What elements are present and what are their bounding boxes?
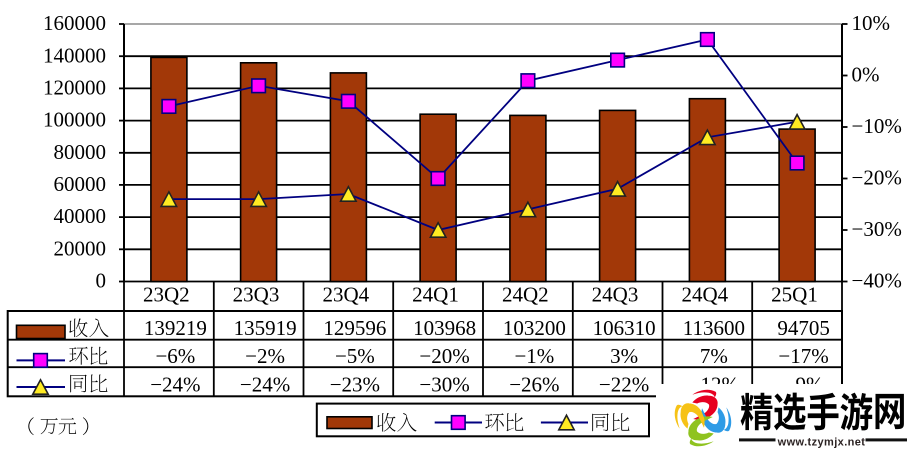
svg-text:103968: 103968	[413, 316, 476, 340]
svg-text:−2%: −2%	[245, 344, 285, 368]
svg-text:160000: 160000	[43, 11, 106, 35]
svg-text:−24%: −24%	[150, 372, 200, 396]
svg-text:20000: 20000	[54, 236, 107, 260]
svg-text:−24%: −24%	[240, 372, 290, 396]
svg-text:24Q2: 24Q2	[502, 283, 549, 307]
svg-text:−26%: −26%	[509, 372, 559, 396]
svg-text:−30%: −30%	[852, 217, 902, 241]
svg-text:−6%: −6%	[155, 344, 195, 368]
svg-text:−40%: −40%	[852, 269, 902, 293]
svg-text:0: 0	[96, 269, 107, 293]
svg-text:−10%: −10%	[852, 114, 902, 138]
svg-text:−30%: −30%	[419, 372, 469, 396]
svg-text:−1%: −1%	[514, 344, 554, 368]
svg-text:3%: 3%	[610, 344, 638, 368]
svg-text:120000: 120000	[43, 76, 106, 100]
svg-text:25Q1: 25Q1	[771, 283, 818, 307]
svg-text:−5%: −5%	[335, 344, 375, 368]
svg-text:23Q4: 23Q4	[322, 283, 369, 307]
svg-text:24Q1: 24Q1	[412, 283, 459, 307]
svg-text:100000: 100000	[43, 108, 106, 132]
svg-text:www.tzymjx.net: www.tzymjx.net	[777, 437, 866, 449]
svg-text:0%: 0%	[852, 63, 880, 87]
svg-text:94705: 94705	[777, 316, 830, 340]
svg-text:7%: 7%	[700, 344, 728, 368]
svg-text:−17%: −17%	[778, 344, 828, 368]
svg-text:80000: 80000	[54, 140, 107, 164]
svg-text:23Q3: 23Q3	[233, 283, 280, 307]
svg-text:135919: 135919	[234, 316, 297, 340]
svg-text:10%: 10%	[852, 11, 891, 35]
svg-text:24Q4: 24Q4	[681, 283, 728, 307]
svg-text:129596: 129596	[323, 316, 386, 340]
svg-text:−22%: −22%	[599, 372, 649, 396]
svg-text:24Q3: 24Q3	[592, 283, 639, 307]
svg-text:140000: 140000	[43, 43, 106, 67]
svg-text:40000: 40000	[54, 204, 107, 228]
svg-text:−23%: −23%	[330, 372, 380, 396]
svg-text:23Q2: 23Q2	[143, 283, 190, 307]
svg-text:113600: 113600	[683, 316, 745, 340]
svg-text:−20%: −20%	[419, 344, 469, 368]
svg-text:60000: 60000	[54, 172, 107, 196]
svg-text:139219: 139219	[144, 316, 207, 340]
svg-text:103200: 103200	[503, 316, 566, 340]
svg-text:106310: 106310	[593, 316, 656, 340]
svg-text:−20%: −20%	[852, 166, 902, 190]
